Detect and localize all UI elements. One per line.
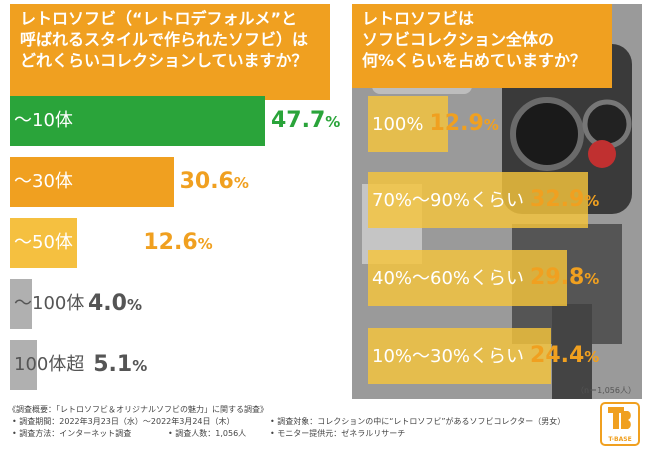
left-bar-value-unit: % [132, 357, 148, 375]
left-bar-row: 〜100体 4.0% [10, 279, 340, 329]
right-bar-category-label: 100% [372, 114, 424, 135]
right-bar-value-label: 24.4% [530, 343, 599, 368]
left-bar-value-number: 4.0 [88, 291, 127, 316]
left-bar-value-label: 12.6% [143, 218, 212, 268]
left-bar-row: 〜10体 47.7% [10, 96, 340, 146]
left-bar [10, 218, 78, 268]
right-title-line-1: レトロソフビは [362, 9, 475, 28]
left-chart-panel: レトロソフビ（“レトロデフォルメ”と 呼ばれるスタイルで作られたソフビ）は どれ… [10, 4, 342, 399]
right-bar-value-unit: % [483, 116, 499, 134]
right-bar-row: 70%〜90%くらい 32.9% [368, 172, 638, 228]
left-bar [10, 279, 32, 329]
left-bar-row: 〜30体 30.6% [10, 157, 340, 207]
left-bar-category-label: 〜50体 [14, 232, 73, 253]
right-bar [368, 250, 568, 306]
left-bar-row: 100体超 5.1% [10, 340, 340, 390]
right-bar [368, 172, 588, 228]
survey-period: • 調査期間：2022年3月23日（水）〜2022年3月24日（木） [12, 417, 235, 426]
left-bar-category-label: 〜10体 [14, 110, 73, 131]
tbase-logo-mark [608, 407, 631, 429]
survey-summary: 《調査概要：「レトロソフビ＆オリジナルソフビの魅力」に関する調査》 [8, 405, 268, 414]
left-bar-row: 〜50体 12.6% [10, 218, 340, 268]
right-bar-category-label: 10%〜30%くらい [372, 346, 525, 367]
tbase-logo: T-BASE [600, 402, 640, 446]
left-bar-category-label: 〜30体 [14, 171, 73, 192]
survey-footer: 《調査概要：「レトロソフビ＆オリジナルソフビの魅力」に関する調査》 • 調査期間… [8, 404, 598, 448]
right-chart-panel: レトロソフビは ソフビコレクション全体の 何%くらいを占めていますか？ 100%… [352, 4, 642, 399]
left-title-line-1: レトロソフビ（“レトロデフォルメ”と [20, 9, 298, 28]
right-bar-value-number: 24.4 [530, 343, 585, 368]
left-bar-value-label: 4.0% [88, 279, 142, 329]
left-bar-value-label: 5.1% [93, 340, 147, 390]
right-bar-text: 40%〜60%くらい 29.8% [372, 250, 599, 306]
left-bar-value-unit: % [233, 174, 249, 192]
right-bar-value-number: 29.8 [530, 265, 585, 290]
left-bar [10, 157, 174, 207]
left-bar-value-label: 30.6% [180, 157, 249, 207]
left-bar-value-unit: % [126, 296, 143, 314]
right-title-line-2: ソフビコレクション全体の [362, 30, 555, 49]
left-bar-value-number: 47.7 [271, 108, 326, 133]
left-bar-value-unit: % [197, 235, 213, 253]
left-bar [10, 96, 265, 146]
right-bar-text: 70%〜90%くらい 32.9% [372, 172, 599, 228]
survey-count: • 調査人数：1,056人 [168, 429, 247, 438]
right-bar-row: 40%〜60%くらい 29.8% [368, 250, 638, 306]
right-bar [368, 96, 448, 152]
right-bar-value-label: 32.9% [530, 187, 599, 212]
right-bar-row: 100% 12.9% [368, 96, 638, 152]
right-bar-value-unit: % [584, 348, 600, 366]
left-bar [10, 340, 38, 390]
right-bar-value-unit: % [584, 192, 600, 210]
left-bar-value-number: 5.1 [93, 352, 133, 377]
left-bar-value-unit: % [325, 113, 341, 131]
tbase-logo-text: T-BASE [608, 436, 632, 443]
right-bar-value-number: 32.9 [530, 187, 585, 212]
left-bar-category-label: 100体超 [14, 354, 85, 375]
right-bar-category-label: 40%〜60%くらい [372, 268, 525, 289]
survey-method: • 調査方法：インターネット調査 [12, 429, 132, 438]
right-bar-category-label: 70%〜90%くらい [372, 190, 525, 211]
left-bar-category-label: 〜100体 [14, 293, 85, 314]
right-bar-value-label: 29.8% [530, 265, 599, 290]
right-title-line-3: 何%くらいを占めていますか？ [362, 51, 587, 70]
right-bar-value-number: 12.9 [429, 111, 484, 136]
left-bar-value-number: 12.6 [143, 230, 198, 255]
left-title-line-3: どれくらいコレクションしていますか？ [20, 51, 308, 70]
right-bar-value-unit: % [584, 270, 600, 288]
sample-size-note: （n＝1,056人） [576, 386, 636, 395]
right-bar-text: 10%〜30%くらい 24.4% [372, 328, 599, 384]
right-bar-value-label: 12.9% [429, 111, 498, 136]
left-bar-value-label: 47.7% [271, 96, 340, 146]
right-bar [368, 328, 552, 384]
right-bar-row: 10%〜30%くらい 24.4% [368, 328, 638, 384]
right-chart-title: レトロソフビは ソフビコレクション全体の 何%くらいを占めていますか？ [352, 4, 612, 88]
left-title-line-2: 呼ばれるスタイルで作られたソフビ）は [20, 30, 309, 49]
survey-provider: • モニター提供元：ゼネラルリサーチ [270, 429, 406, 438]
survey-target: • 調査対象：コレクションの中に“レトロソフビ”があるソフビコレクター（男女） [270, 417, 566, 426]
left-bar-value-number: 30.6 [179, 169, 234, 194]
right-bar-text: 100% 12.9% [372, 96, 499, 152]
left-chart-title: レトロソフビ（“レトロデフォルメ”と 呼ばれるスタイルで作られたソフビ）は どれ… [10, 4, 330, 100]
